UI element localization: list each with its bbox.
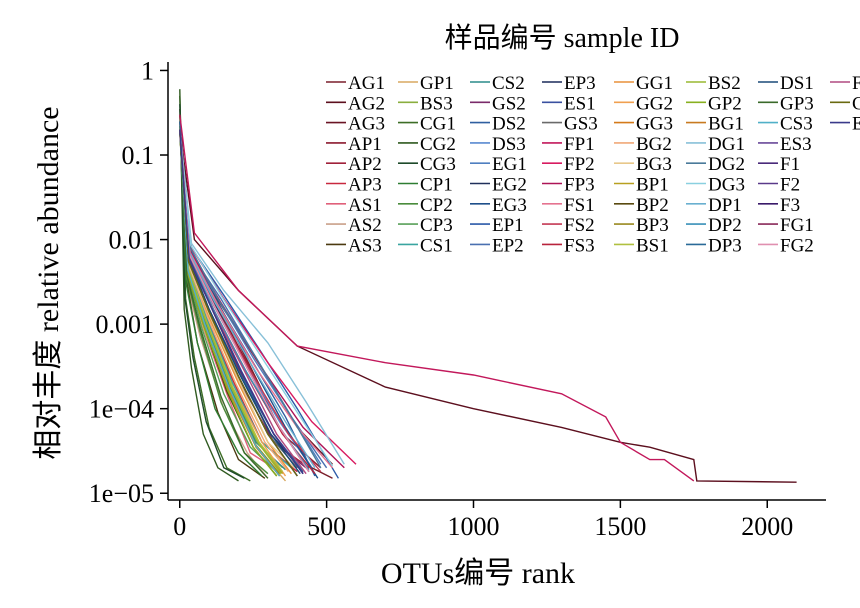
x-tick-label: 2000 [741,512,793,541]
legend-label-BS2: BS2 [708,73,741,94]
legend-label-BG3: BG3 [636,154,672,175]
legend-label-CP3: CP3 [420,215,453,236]
series-line-CG3 [179,104,245,479]
legend-label-GG2: GG2 [636,93,673,114]
legend-label-DP2: DP2 [708,215,742,236]
legend-label-GP2: GP2 [708,93,742,114]
legend-label-BS3: BS3 [420,93,453,114]
legend-label-CP1: CP1 [420,175,453,196]
series-line-FP1 [179,114,695,482]
legend-label-AG2: AG2 [348,93,385,114]
legend-label-CP2: CP2 [420,195,453,216]
series-line-CG2 [179,89,239,482]
plot-lines [179,89,797,483]
legend-label-CG1: CG1 [420,114,456,135]
legend-label-CS2: CS2 [492,73,525,94]
x-tick-label: 1000 [448,512,500,541]
series-line-CS3 [179,129,281,477]
y-tick-label: 0.001 [96,310,155,339]
legend-label-DP1: DP1 [708,195,742,216]
legend-label-EG3: EG3 [492,195,527,216]
legend-label-AP3: AP3 [348,175,382,196]
legend-label-CG3: CG3 [420,154,456,175]
legend-label-GS3: GS3 [564,114,598,135]
legend-label-AS1: AS1 [348,195,382,216]
legend-label-AG3: AG3 [348,114,385,135]
legend-label-FS1: FS1 [564,195,595,216]
x-axis-label: OTUs编号 rank [381,557,575,590]
legend-label-DS1: DS1 [780,73,814,94]
legend-label-AP2: AP2 [348,154,382,175]
legend-label-BP1: BP1 [636,175,669,196]
legend-label-GS1: GS1 [852,93,860,114]
legend-label-GP1: GP1 [420,73,454,94]
legend-label-CG2: CG2 [420,134,456,155]
legend-label-F3: F3 [780,195,800,216]
y-tick-label: 0.01 [109,226,155,255]
y-tick-label: 0.1 [122,141,155,170]
legend-label-GG1: GG1 [636,73,673,94]
series-line-GP3 [179,129,269,479]
legend-label-ES1: ES1 [564,93,596,114]
x-tick-label: 1500 [594,512,646,541]
legend-label-CS1: CS1 [420,235,453,256]
legend-label-F1: F1 [780,154,800,175]
legend-label-AS3: AS3 [348,235,382,256]
legend-label-DG2: DG2 [708,154,745,175]
legend-label-DG1: DG1 [708,134,745,155]
x-tick-label: 500 [307,512,346,541]
legend-label-GP3: GP3 [780,93,814,114]
legend-label-EP3: EP3 [564,73,596,94]
series-line-DG3 [179,129,334,467]
legend-label-ES2: ES2 [852,114,860,135]
legend-label-FP1: FP1 [564,134,595,155]
legend: AG1AG2AG3AP1AP2AP3AS1AS2AS3GP1BS3CG1CG2C… [326,73,860,256]
legend-label-FG3: FG3 [852,73,860,94]
legend-label-FG1: FG1 [780,215,814,236]
y-tick-label: 1 [141,56,154,85]
legend-label-ES3: ES3 [780,134,812,155]
x-tick-label: 0 [173,512,186,541]
legend-label-FP3: FP3 [564,175,595,196]
series-line-AG2 [179,129,797,483]
legend-title: 样品编号 sample ID [445,22,680,54]
y-tick-label: 1e−05 [89,479,154,508]
legend-label-BG1: BG1 [708,114,744,135]
legend-label-FS3: FS3 [564,235,595,256]
y-axis-label: 相对丰度 relative abundance [32,106,65,459]
axes: 0 500 1000 1500 2000 1 0.1 0.01 0.001 1e−04 1e−05 [89,56,826,541]
legend-label-F2: F2 [780,175,800,196]
legend-label-EP1: EP1 [492,215,524,236]
y-tick-label: 1e−04 [89,395,154,424]
legend-label-AS2: AS2 [348,215,382,236]
series-line-ES2 [179,129,304,475]
legend-label-CS3: CS3 [780,114,813,135]
legend-label-AG1: AG1 [348,73,385,94]
legend-label-FS2: FS2 [564,215,595,236]
legend-label-EG1: EG1 [492,154,527,175]
legend-label-DP3: DP3 [708,235,742,256]
legend-label-DG3: DG3 [708,175,745,196]
legend-label-BP2: BP2 [636,195,669,216]
legend-label-GG3: GG3 [636,114,673,135]
legend-label-BG2: BG2 [636,134,672,155]
legend-label-BP3: BP3 [636,215,669,236]
legend-label-BS1: BS1 [636,235,669,256]
legend-label-EG2: EG2 [492,175,527,196]
legend-label-GS2: GS2 [492,93,526,114]
legend-label-AP1: AP1 [348,134,382,155]
legend-label-DS2: DS2 [492,114,526,135]
legend-label-FP2: FP2 [564,154,595,175]
legend-label-FG2: FG2 [780,235,814,256]
legend-label-DS3: DS3 [492,134,526,155]
series-line-CP3 [179,126,278,473]
legend-label-EP2: EP2 [492,235,524,256]
